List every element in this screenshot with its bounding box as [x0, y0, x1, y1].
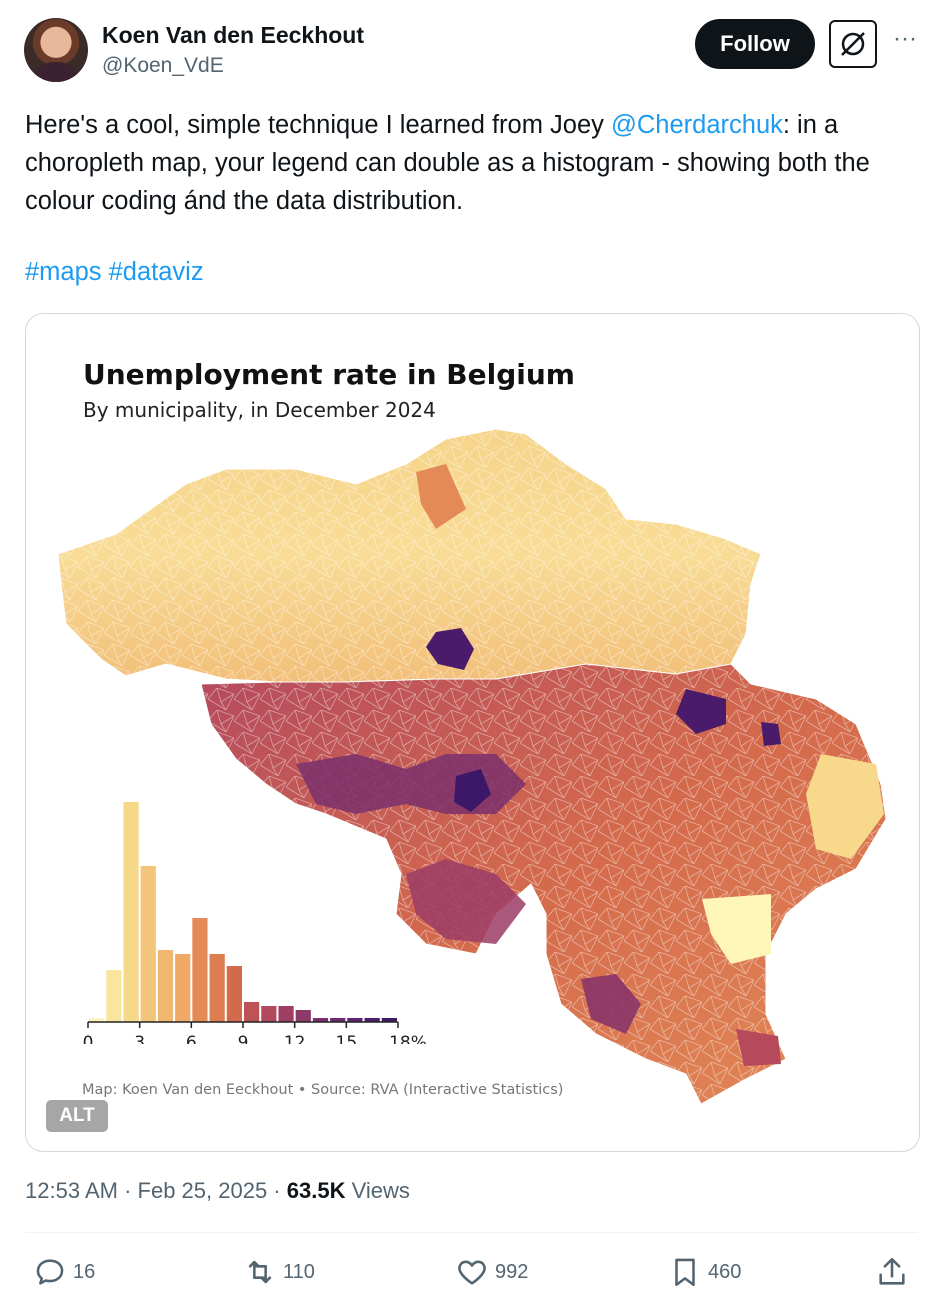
histogram-tick-label: 18%	[389, 1033, 426, 1044]
like-button[interactable]: 992	[455, 1250, 528, 1294]
reply-button[interactable]: 16	[33, 1250, 95, 1294]
share-button[interactable]	[875, 1250, 909, 1294]
histogram-bar	[330, 1018, 346, 1022]
histogram-tick-label: 12	[284, 1033, 306, 1044]
histogram-tick-label: 15	[336, 1033, 358, 1044]
tweet-header: Koen Van den Eeckhout @Koen_VdE Follow ·…	[24, 18, 924, 88]
histogram-tick-label: 3	[134, 1033, 145, 1044]
avatar[interactable]	[24, 18, 88, 82]
histogram-bar	[364, 1018, 380, 1022]
tweet-image[interactable]: Unemployment rate in Belgium By municipa…	[25, 313, 920, 1152]
grok-button[interactable]	[829, 20, 877, 68]
hashtag-links[interactable]: #maps #dataviz	[25, 258, 204, 286]
alt-badge[interactable]: ALT	[46, 1100, 108, 1132]
tweet-text-after: : in a choropleth map, your legend can d…	[25, 111, 870, 215]
histogram-bar	[89, 1018, 105, 1022]
histogram-bar	[226, 966, 242, 1022]
grok-icon	[841, 32, 865, 56]
histogram-bar	[157, 950, 174, 1022]
repost-count: 110	[283, 1260, 315, 1283]
histogram-legend: 0 3 6 9 12 15 18%	[83, 802, 426, 1044]
tweet-text: Here's a cool, simple technique I learne…	[25, 106, 915, 220]
repost-button[interactable]: 110	[243, 1250, 315, 1294]
tweet-text-before: Here's a cool, simple technique I learne…	[25, 111, 611, 139]
author-name[interactable]: Koen Van den Eeckhout	[102, 22, 364, 48]
bookmark-button[interactable]: 460	[668, 1250, 741, 1294]
action-bar: 16 110 992 460	[25, 1250, 918, 1294]
tweet-time[interactable]: 12:53 AM	[25, 1178, 118, 1203]
mention-link[interactable]: @Cherdarchuk	[611, 111, 783, 139]
histogram-tick-label: 9	[238, 1033, 249, 1044]
chart-title: Unemployment rate in Belgium	[83, 358, 575, 391]
views-count: 63.5K	[286, 1178, 346, 1203]
histogram-bar	[123, 802, 139, 1022]
author-handle[interactable]: @Koen_VdE	[102, 54, 224, 77]
histogram-tick-label: 0	[83, 1033, 94, 1044]
follow-button[interactable]: Follow	[695, 19, 815, 69]
divider	[25, 1232, 918, 1233]
histogram-bar	[192, 918, 208, 1022]
share-icon	[879, 1257, 905, 1285]
tweet-date[interactable]: Feb 25, 2025	[137, 1178, 268, 1203]
histogram-bar	[278, 1006, 294, 1022]
tweet-meta: 12:53 AM · Feb 25, 2025 · 63.5K Views	[25, 1178, 410, 1203]
histogram-bar	[295, 1010, 311, 1022]
map-credit: Map: Koen Van den Eeckhout • Source: RVA…	[82, 1082, 564, 1098]
belgium-map	[57, 428, 887, 1105]
histogram-bar	[209, 954, 225, 1022]
histogram-bar	[140, 866, 156, 1022]
reply-icon	[36, 1259, 64, 1285]
bookmark-icon	[675, 1258, 695, 1287]
heart-icon	[458, 1260, 486, 1285]
histogram-bar	[106, 970, 122, 1022]
views-label: Views	[351, 1178, 410, 1203]
histogram-bar	[261, 1006, 277, 1022]
like-count: 992	[495, 1260, 529, 1283]
bookmark-count: 460	[708, 1260, 742, 1283]
repost-icon	[248, 1260, 272, 1284]
histogram-bar	[312, 1018, 329, 1022]
histogram-bar	[244, 1002, 260, 1022]
histogram-bar	[175, 954, 191, 1022]
histogram-bar	[347, 1018, 363, 1022]
more-icon[interactable]: ···	[893, 25, 917, 52]
chart-subtitle: By municipality, in December 2024	[83, 398, 436, 422]
histogram-bar	[381, 1018, 397, 1022]
reply-count: 16	[73, 1260, 96, 1283]
histogram-tick-label: 6	[186, 1033, 197, 1044]
